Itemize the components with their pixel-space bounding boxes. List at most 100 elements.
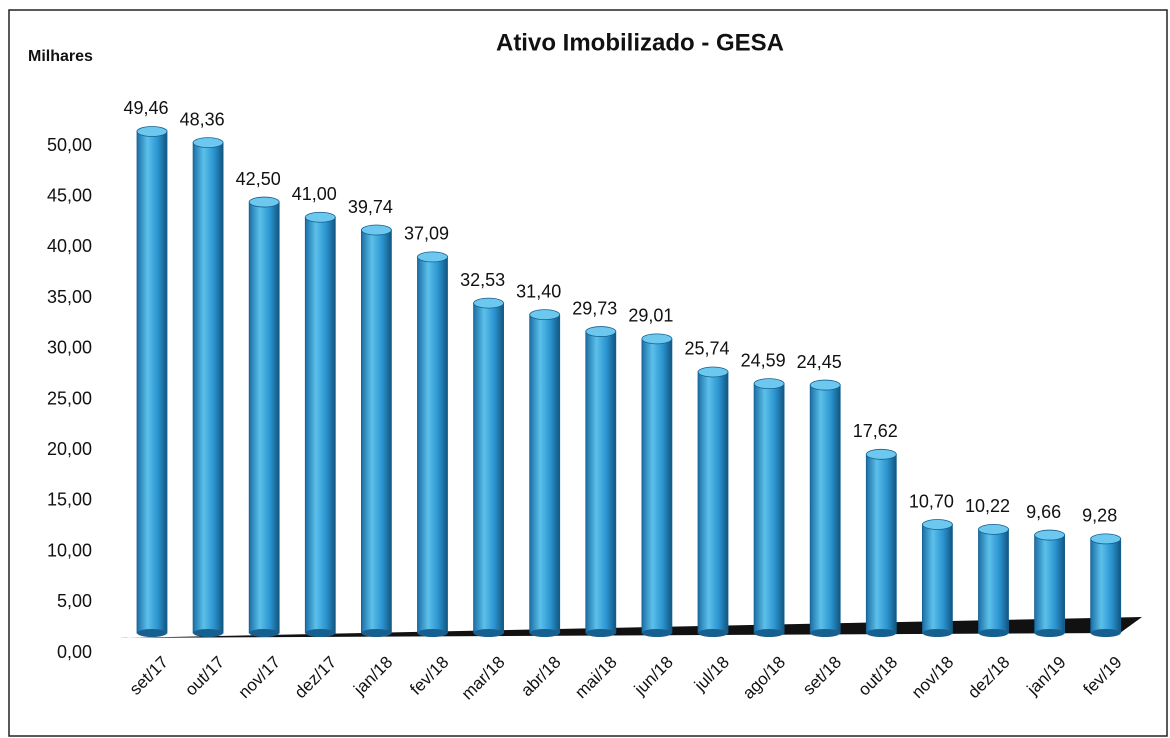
x-tick-label: jul/18 xyxy=(690,653,733,696)
bar xyxy=(417,256,448,634)
bar xyxy=(922,524,953,634)
bar-base xyxy=(1034,629,1065,637)
bar-base xyxy=(137,629,167,637)
bar xyxy=(809,384,841,634)
x-tick-label: nov/17 xyxy=(235,653,285,703)
bar-cap xyxy=(641,333,673,345)
bar xyxy=(360,229,392,634)
x-tick-label: jan/19 xyxy=(1023,653,1070,700)
x-tick-label: nov/18 xyxy=(908,653,958,703)
bar xyxy=(248,201,280,634)
bar-cap xyxy=(473,297,505,309)
value-label: 9,66 xyxy=(1026,502,1061,522)
value-label: 37,09 xyxy=(404,224,449,244)
bar-cap xyxy=(304,211,336,223)
value-label: 10,22 xyxy=(965,496,1010,516)
bar-cap xyxy=(865,448,897,460)
y-tick-label: 5,00 xyxy=(57,591,92,611)
bar-base xyxy=(1090,629,1121,637)
value-label: 29,73 xyxy=(572,298,617,318)
bar-cap xyxy=(192,137,224,149)
y-tick-label: 0,00 xyxy=(57,642,92,662)
bar xyxy=(865,453,897,634)
x-tick-label: abr/18 xyxy=(517,653,565,701)
x-tick-label: fev/18 xyxy=(406,653,452,699)
bar-base xyxy=(249,629,280,637)
bar-cap xyxy=(978,523,1009,535)
bar xyxy=(136,131,168,634)
value-label: 49,46 xyxy=(123,98,168,118)
bar-cap xyxy=(360,224,392,236)
x-tick-label: mar/18 xyxy=(458,653,509,704)
bar-cap xyxy=(585,326,617,337)
bar-base xyxy=(978,629,1009,637)
bar xyxy=(192,142,224,634)
value-label: 48,36 xyxy=(180,109,225,129)
y-tick-label: 35,00 xyxy=(47,287,92,307)
bar-base xyxy=(529,629,560,637)
y-tick-label: 20,00 xyxy=(47,439,92,459)
bar-cap xyxy=(697,366,729,378)
bar-cap xyxy=(1090,533,1122,545)
x-tick-label: fev/19 xyxy=(1080,653,1126,699)
bar xyxy=(529,314,561,634)
bar-base xyxy=(193,629,224,637)
bar-base xyxy=(922,629,953,637)
bar xyxy=(1034,534,1065,634)
bar-base xyxy=(417,629,448,637)
x-tick-label: set/17 xyxy=(126,653,172,699)
bar-cap xyxy=(753,378,785,390)
bar-base xyxy=(754,629,785,637)
bar xyxy=(304,216,336,634)
value-label: 29,01 xyxy=(628,306,673,326)
bar-cap xyxy=(248,196,280,208)
x-tick-label: dez/17 xyxy=(291,653,341,703)
x-tick-label: set/18 xyxy=(799,653,845,699)
y-tick-label: 10,00 xyxy=(47,540,92,560)
bar xyxy=(473,302,505,634)
bar-base xyxy=(698,629,728,637)
value-label: 24,59 xyxy=(741,350,786,370)
bar-base xyxy=(810,629,841,637)
bar-base xyxy=(473,629,504,637)
value-label: 24,45 xyxy=(797,352,842,372)
y-tick-label: 15,00 xyxy=(47,490,92,510)
bar-cap xyxy=(922,519,953,530)
value-label: 9,28 xyxy=(1082,506,1117,526)
y-tick-label: 45,00 xyxy=(47,185,92,205)
bar-base xyxy=(866,629,897,637)
bar-cap xyxy=(809,379,841,391)
bar xyxy=(978,528,1009,634)
bar-cap xyxy=(1034,529,1065,541)
x-tick-label: ago/18 xyxy=(739,653,789,703)
bar xyxy=(697,371,729,634)
value-label: 31,40 xyxy=(516,281,561,301)
value-label: 42,50 xyxy=(236,169,281,189)
y-tick-label: 25,00 xyxy=(47,388,92,408)
bar xyxy=(585,331,617,634)
y-tick-label: 40,00 xyxy=(47,236,92,256)
bar-base xyxy=(585,629,616,637)
x-tick-label: jan/18 xyxy=(349,653,396,700)
bar xyxy=(641,338,673,634)
bar-base xyxy=(641,629,672,637)
y-tick-label: 50,00 xyxy=(47,135,92,155)
y-axis-label: Milhares xyxy=(28,48,93,65)
bar-base xyxy=(305,629,336,637)
value-label: 39,74 xyxy=(348,197,393,217)
value-label: 32,53 xyxy=(460,270,505,290)
value-label: 41,00 xyxy=(292,184,337,204)
chart-title: Ativo Imobilizado - GESA xyxy=(496,29,784,56)
bar-cap xyxy=(417,251,448,263)
bar xyxy=(1090,538,1122,634)
x-tick-label: out/17 xyxy=(181,653,228,700)
x-tick-label: jun/18 xyxy=(630,653,677,700)
value-label: 10,70 xyxy=(909,491,954,511)
value-label: 17,62 xyxy=(853,421,898,441)
bar-base xyxy=(361,629,392,637)
x-tick-label: mai/18 xyxy=(571,653,621,703)
chart-frame xyxy=(8,9,1168,737)
bar-cap xyxy=(136,126,168,137)
bar xyxy=(753,383,785,634)
